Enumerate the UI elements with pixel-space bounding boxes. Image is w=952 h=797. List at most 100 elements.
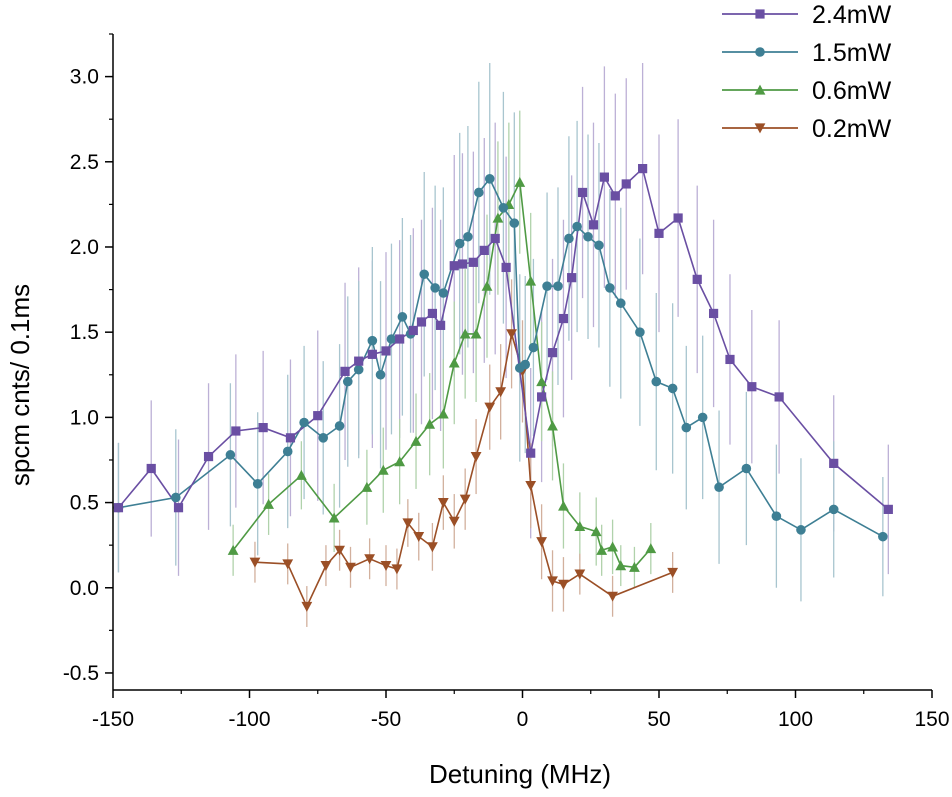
data-point (397, 312, 408, 322)
data-point (380, 561, 392, 572)
legend-label: 0.6mW (812, 77, 892, 105)
data-point (558, 313, 569, 324)
data-point (342, 376, 353, 387)
data-point (681, 422, 692, 433)
data-point (501, 262, 511, 273)
data-point (345, 562, 356, 573)
data-point (697, 412, 708, 423)
data-point (599, 172, 609, 182)
y-tick-label: 3.0 (70, 66, 99, 89)
data-point (402, 518, 414, 529)
data-point (448, 357, 460, 368)
data-point (430, 283, 440, 293)
data-point (607, 541, 618, 552)
data-point (567, 273, 577, 283)
data-point (263, 498, 275, 509)
data-point (484, 174, 495, 184)
data-point (282, 446, 293, 457)
data-point (583, 231, 593, 242)
data-point (607, 591, 618, 602)
data-point (629, 561, 640, 572)
data-point (427, 542, 438, 553)
data-point (692, 274, 702, 284)
data-point (645, 543, 657, 554)
data-point (615, 298, 626, 309)
data-point (227, 544, 239, 555)
x-tick-label: 50 (647, 708, 670, 731)
series-markers (113, 164, 893, 612)
data-point (741, 463, 752, 474)
data-point (621, 179, 631, 189)
y-axis-title: spcm cnts/ 0.1ms (5, 284, 35, 486)
data-point (537, 392, 547, 402)
data-point (375, 369, 386, 380)
data-point (547, 576, 558, 587)
data-point (225, 450, 236, 460)
data-point (299, 417, 309, 428)
data-point (590, 526, 602, 537)
data-point (449, 261, 459, 271)
data-point (408, 325, 418, 336)
data-point (391, 564, 403, 575)
data-point (454, 238, 465, 249)
x-tick-label: 150 (914, 708, 949, 731)
data-point (525, 275, 537, 286)
data-point (615, 560, 627, 571)
axes: -150 -100 -50 0 50 100 150 -0.5 0.0 0.5 1.0 1.5 2.0 2… (63, 33, 950, 731)
data-point (249, 557, 261, 568)
data-point (829, 458, 839, 468)
y-tick-label: 0.5 (70, 492, 99, 515)
data-point (459, 494, 471, 505)
data-point (437, 497, 449, 508)
data-point (572, 221, 582, 232)
data-point (520, 359, 531, 370)
data-point (285, 433, 296, 443)
x-axis-title: Detuning (MHz) (429, 759, 611, 789)
data-point (419, 269, 430, 280)
legend-label: 0.2mW (812, 115, 892, 143)
data-point (353, 364, 364, 375)
data-point (490, 233, 500, 244)
data-point (796, 525, 806, 535)
data-point (320, 561, 332, 572)
data-point (492, 212, 504, 223)
data-point (301, 601, 313, 612)
data-point (386, 334, 397, 344)
data-point (564, 233, 574, 244)
data-point (525, 480, 537, 491)
data-point (528, 342, 539, 353)
data-point (509, 218, 520, 228)
x-tick-label: -100 (228, 708, 270, 731)
data-point (438, 288, 449, 298)
data-point (709, 308, 719, 319)
data-point (542, 281, 552, 291)
data-point (574, 521, 586, 532)
x-tick-label: -50 (371, 708, 401, 731)
legend-label: 1.5mW (812, 39, 892, 67)
data-point (448, 516, 460, 527)
data-point (605, 283, 615, 293)
legend-label: 2.4mW (812, 1, 892, 29)
data-point (318, 433, 329, 443)
data-point (427, 308, 438, 319)
data-point (547, 420, 558, 431)
series-line (118, 177, 884, 538)
data-point (377, 464, 389, 475)
data-point (367, 335, 378, 346)
data-point (354, 356, 364, 366)
data-point (295, 469, 307, 480)
y-tick-label: 1.0 (70, 406, 99, 429)
legend-marker (755, 47, 765, 57)
data-point (714, 482, 724, 493)
data-point (725, 354, 735, 365)
data-point (413, 532, 425, 543)
data-point (437, 408, 449, 419)
data-point (635, 327, 645, 337)
error-bars (117, 62, 889, 627)
data-point (558, 500, 569, 511)
legend-marker (754, 123, 766, 134)
legend-marker (755, 9, 765, 19)
data-point (774, 392, 784, 402)
data-point (258, 423, 268, 433)
